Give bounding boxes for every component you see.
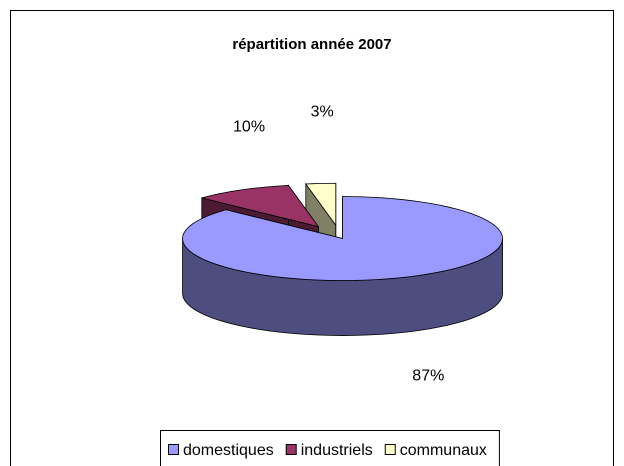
data-label: 87% xyxy=(412,367,444,384)
legend-label: industriels xyxy=(301,442,373,459)
chart-title: répartition année 2007 xyxy=(232,36,391,53)
pie xyxy=(182,182,503,336)
legend-swatch xyxy=(168,444,179,455)
legend-swatch xyxy=(285,444,297,455)
slice xyxy=(182,196,503,281)
legend: domestiques industriels communaux xyxy=(168,442,487,459)
slice xyxy=(201,185,320,228)
legend-box xyxy=(160,430,500,466)
data-label: 10% xyxy=(233,119,265,136)
data-label: 3% xyxy=(311,104,334,121)
slice xyxy=(305,182,337,227)
legend-label: domestiques xyxy=(183,442,274,459)
legend-swatch xyxy=(384,444,396,455)
legend-label: communaux xyxy=(400,442,487,459)
